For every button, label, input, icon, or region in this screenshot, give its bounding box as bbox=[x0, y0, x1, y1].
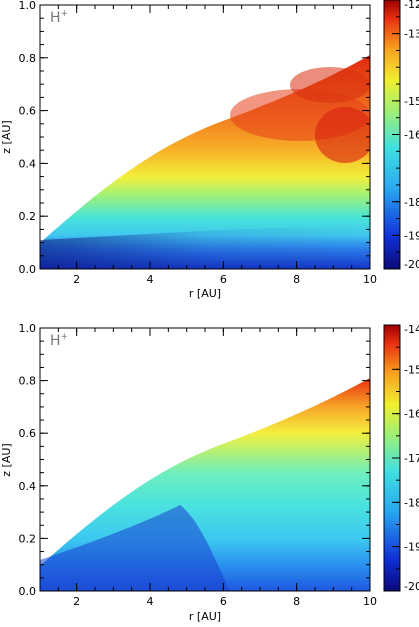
colorbar-tick-label: -16 bbox=[404, 129, 419, 142]
x-tick-label: 8 bbox=[293, 595, 300, 608]
panel-2: 2 4 6 8 10 0.0 0.2 0.4 0.6 0.8 1.0 H+ r [AU] z [AU… bbox=[0, 322, 419, 623]
x-tick-label: 6 bbox=[220, 595, 227, 608]
y-tick-label: 0.2 bbox=[19, 532, 37, 545]
y-axis-label-1: z [AU] bbox=[0, 120, 13, 153]
colorbar-ticks-1: -20 -19 -18 -16 -15 -13 -12 bbox=[392, 0, 419, 271]
x-tick-label: 10 bbox=[363, 595, 377, 608]
colorbar-ticks-2: -20 -19 -18 -17 -16 -15 -14 bbox=[392, 323, 419, 593]
colorbar-tick-label: -20 bbox=[404, 258, 419, 271]
y-tick-label: 0.8 bbox=[19, 52, 37, 65]
hot-region-3 bbox=[290, 67, 370, 103]
colorbar-tick-label: -12 bbox=[404, 0, 419, 11]
x-tick-label: 10 bbox=[363, 273, 377, 286]
y-tick-label: 0.4 bbox=[19, 157, 37, 170]
midplane-shading-1 bbox=[40, 225, 370, 269]
x-tick-label: 2 bbox=[73, 273, 80, 286]
colorbar-tick-label: -15 bbox=[404, 363, 419, 376]
x-axis-label-1: r [AU] bbox=[189, 287, 221, 300]
midplane-shading-2 bbox=[40, 505, 230, 591]
y-tick-label: 1.0 bbox=[19, 322, 37, 335]
y-tick-label: 0.2 bbox=[19, 210, 37, 223]
x-tick-label: 6 bbox=[220, 273, 227, 286]
y-tick-label: 1.0 bbox=[19, 0, 37, 12]
axis-ticks-1: 2 4 6 8 10 0.0 0.2 0.4 0.6 0.8 1.0 bbox=[19, 0, 378, 286]
colorbar-tick-label: -14 bbox=[404, 323, 419, 336]
x-axis-label-2: r [AU] bbox=[189, 610, 221, 623]
colorbar-tick-label: -20 bbox=[404, 580, 419, 593]
colorbar-tick-label: -18 bbox=[404, 196, 419, 209]
species-label-1: H+ bbox=[50, 9, 68, 26]
colorbar-tick-label: -17 bbox=[404, 452, 419, 465]
colorbar-tick-label: -19 bbox=[404, 229, 419, 242]
panel-1: 2 4 6 8 10 0.0 0.2 0.4 0.6 0.8 1.0 H+ r [AU] z [AU… bbox=[0, 0, 419, 300]
colorbar-tick-label: -13 bbox=[404, 28, 419, 41]
y-tick-label: 0.0 bbox=[19, 263, 37, 276]
x-tick-label: 8 bbox=[293, 273, 300, 286]
y-axis-label-2: z [AU] bbox=[0, 443, 13, 476]
y-tick-label: 0.0 bbox=[19, 585, 37, 598]
y-tick-label: 0.4 bbox=[19, 480, 37, 493]
x-tick-label: 4 bbox=[147, 273, 154, 286]
colorbar-tick-label: -15 bbox=[404, 95, 419, 108]
y-tick-label: 0.8 bbox=[19, 375, 37, 388]
x-tick-label: 2 bbox=[73, 595, 80, 608]
species-label-2: H+ bbox=[50, 332, 68, 349]
y-tick-label: 0.6 bbox=[19, 427, 37, 440]
x-tick-label: 4 bbox=[147, 595, 154, 608]
colorbar-tick-label: -18 bbox=[404, 496, 419, 509]
y-tick-label: 0.6 bbox=[19, 105, 37, 118]
colorbar-tick-label: -16 bbox=[404, 408, 419, 421]
colorbar-tick-label: -19 bbox=[404, 541, 419, 554]
hot-region-2 bbox=[315, 107, 370, 163]
axis-ticks-2: 2 4 6 8 10 0.0 0.2 0.4 0.6 0.8 1.0 bbox=[19, 322, 378, 608]
